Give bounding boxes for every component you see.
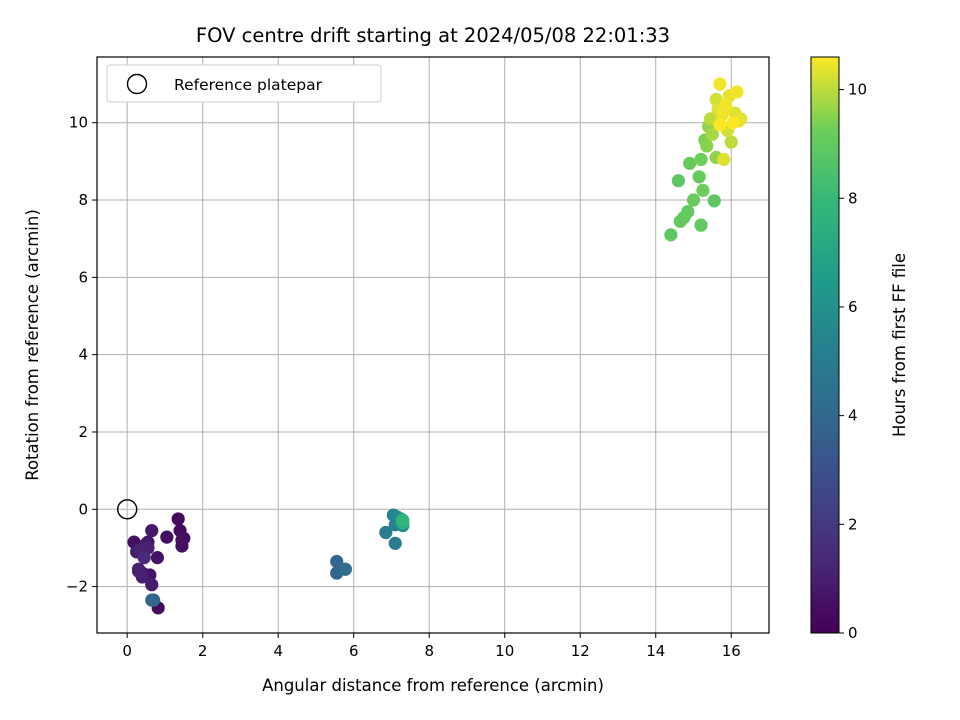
data-point: [388, 536, 402, 550]
colorbar-tick-label: 0: [848, 624, 858, 642]
colorbar-tick-label: 6: [848, 298, 858, 316]
y-tick-label: 0: [78, 500, 88, 518]
y-tick-label: 8: [78, 191, 88, 209]
data-point: [131, 564, 146, 578]
data-point: [175, 533, 189, 547]
colorbar-tick-label: 10: [848, 81, 867, 99]
data-point: [171, 512, 185, 526]
x-tick-label: 6: [349, 642, 359, 660]
data-point: [683, 156, 697, 170]
colorbar-tick-label: 4: [848, 407, 858, 425]
data-point: [664, 228, 678, 242]
data-point: [150, 551, 165, 565]
y-tick-label: −2: [66, 578, 88, 596]
data-point: [717, 152, 731, 167]
data-point: [145, 578, 159, 592]
data-point: [694, 152, 708, 167]
y-tick-label: 10: [69, 114, 88, 132]
x-tick-label: 14: [646, 642, 665, 660]
x-tick-label: 0: [122, 642, 132, 660]
data-point: [713, 77, 727, 91]
colorbar-label: Hours from first FF file: [890, 253, 909, 437]
colorbar-ticks: 0 2 4 6 8 10: [839, 81, 867, 642]
data-point: [705, 127, 719, 141]
data-point: [330, 554, 344, 569]
plot-background: [97, 57, 769, 633]
grid: [97, 57, 769, 633]
data-point: [137, 551, 151, 565]
y-tick-label: 4: [78, 346, 88, 364]
y-tick-label: 6: [78, 268, 88, 286]
data-point: [730, 85, 744, 99]
data-point: [145, 593, 159, 607]
x-tick-label: 2: [198, 642, 208, 660]
x-tick-label: 8: [424, 642, 434, 660]
data-point: [396, 513, 410, 527]
plot-frame: [96, 56, 770, 634]
colorbar-gradient: [810, 56, 840, 634]
scatter-points: [127, 77, 748, 615]
x-tick-label: 16: [722, 642, 741, 660]
reference-platepar-marker: [117, 499, 138, 520]
data-point: [379, 525, 393, 540]
legend-label-reference: Reference platepar: [174, 76, 323, 94]
colorbar-tick-label: 8: [848, 189, 858, 207]
data-point: [681, 205, 695, 219]
data-point: [338, 562, 353, 576]
data-point: [692, 170, 706, 184]
chart-title: FOV centre drift starting at 2024/05/08 …: [196, 24, 670, 47]
data-point: [726, 116, 740, 130]
legend: Reference platepar: [106, 64, 382, 103]
data-point: [700, 139, 714, 153]
plot-area: 0 2 4 6 8 10 12 14 16 −2 0 2 4 6 8 10: [66, 56, 770, 660]
data-point: [696, 183, 710, 197]
y-axis: −2 0 2 4 6 8 10: [66, 114, 97, 596]
data-point: [694, 218, 708, 232]
data-point: [717, 104, 731, 118]
data-point: [713, 118, 727, 132]
data-point: [707, 194, 721, 208]
colorbar: 0 2 4 6 8 10 Hours from first FF file: [810, 56, 909, 642]
x-axis-label: Angular distance from reference (arcmin): [262, 676, 604, 695]
data-point: [703, 112, 718, 126]
data-point: [686, 193, 701, 207]
colorbar-tick-label: 2: [848, 515, 858, 533]
x-tick-label: 12: [571, 642, 590, 660]
data-point: [724, 135, 738, 149]
data-point: [160, 530, 174, 544]
data-point: [671, 174, 685, 188]
data-point: [145, 523, 159, 538]
x-tick-label: 10: [495, 642, 514, 660]
y-tick-label: 2: [78, 423, 88, 441]
y-axis-label: Rotation from reference (arcmin): [23, 209, 42, 481]
x-axis: 0 2 4 6 8 10 12 14 16: [122, 633, 741, 660]
reference-marker-layer: [117, 499, 138, 520]
legend-box: [106, 64, 382, 103]
legend-marker-reference: [126, 73, 148, 95]
x-tick-label: 4: [273, 642, 283, 660]
